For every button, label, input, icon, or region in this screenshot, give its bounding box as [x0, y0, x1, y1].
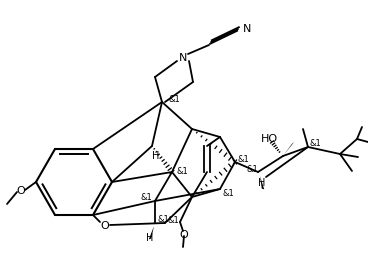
Text: &1: &1 [168, 94, 180, 103]
Text: &1: &1 [222, 188, 234, 197]
Text: O: O [180, 229, 188, 239]
Text: &1: &1 [157, 215, 169, 224]
Polygon shape [283, 143, 294, 156]
Text: H: H [146, 232, 154, 242]
Text: N: N [243, 24, 251, 34]
Text: O: O [100, 220, 109, 230]
Polygon shape [149, 226, 154, 240]
Text: O: O [17, 185, 25, 195]
Text: &1: &1 [176, 166, 188, 175]
Polygon shape [260, 176, 264, 189]
Text: &1: &1 [237, 155, 249, 164]
Text: H: H [152, 150, 160, 160]
Text: &1: &1 [167, 216, 179, 225]
Text: &1: &1 [140, 193, 152, 202]
Text: H: H [258, 177, 266, 187]
Text: &1: &1 [309, 138, 321, 147]
Text: N: N [179, 53, 187, 63]
Text: &1: &1 [246, 164, 258, 173]
Text: HO: HO [261, 133, 277, 144]
